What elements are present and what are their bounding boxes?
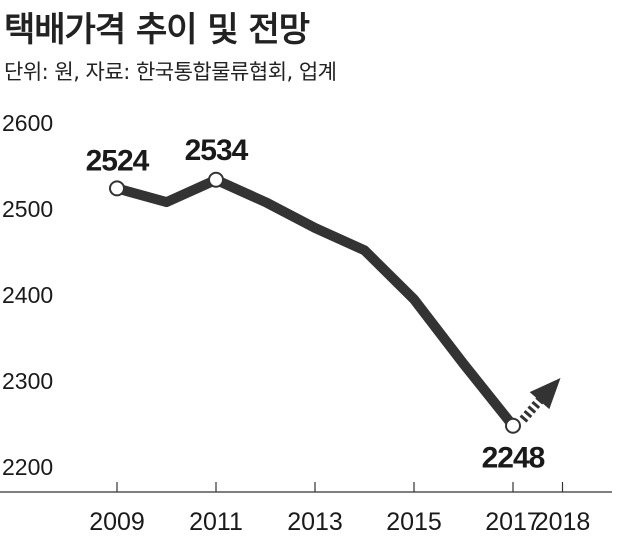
y-tick-label: 2400 <box>2 282 53 308</box>
chart-subtitle: 단위: 원, 자료: 한국통합물류협회, 업계 <box>4 60 337 84</box>
forecast-arrowhead <box>529 378 561 410</box>
data-label: 2534 <box>185 134 249 167</box>
x-tick-label: 2018 <box>535 508 591 536</box>
y-tick-label: 2300 <box>2 368 53 394</box>
data-label: 2524 <box>86 144 150 177</box>
x-tick-label: 2015 <box>386 508 442 536</box>
y-tick-label: 2200 <box>2 454 53 480</box>
x-tick-label: 2013 <box>287 508 343 536</box>
data-point-marker <box>208 171 224 188</box>
data-label: 2248 <box>482 442 545 475</box>
y-tick-label: 2500 <box>2 196 53 222</box>
y-tick-label: 2600 <box>2 110 53 136</box>
chart-title: 택배가격 추이 및 전망 <box>4 10 310 50</box>
x-tick-label: 2017 <box>485 508 541 536</box>
x-tick-label: 2011 <box>189 508 243 536</box>
series-line <box>112 174 518 431</box>
x-tick-label: 2009 <box>89 508 145 536</box>
data-point-marker <box>505 417 521 434</box>
data-point-marker <box>109 180 125 197</box>
